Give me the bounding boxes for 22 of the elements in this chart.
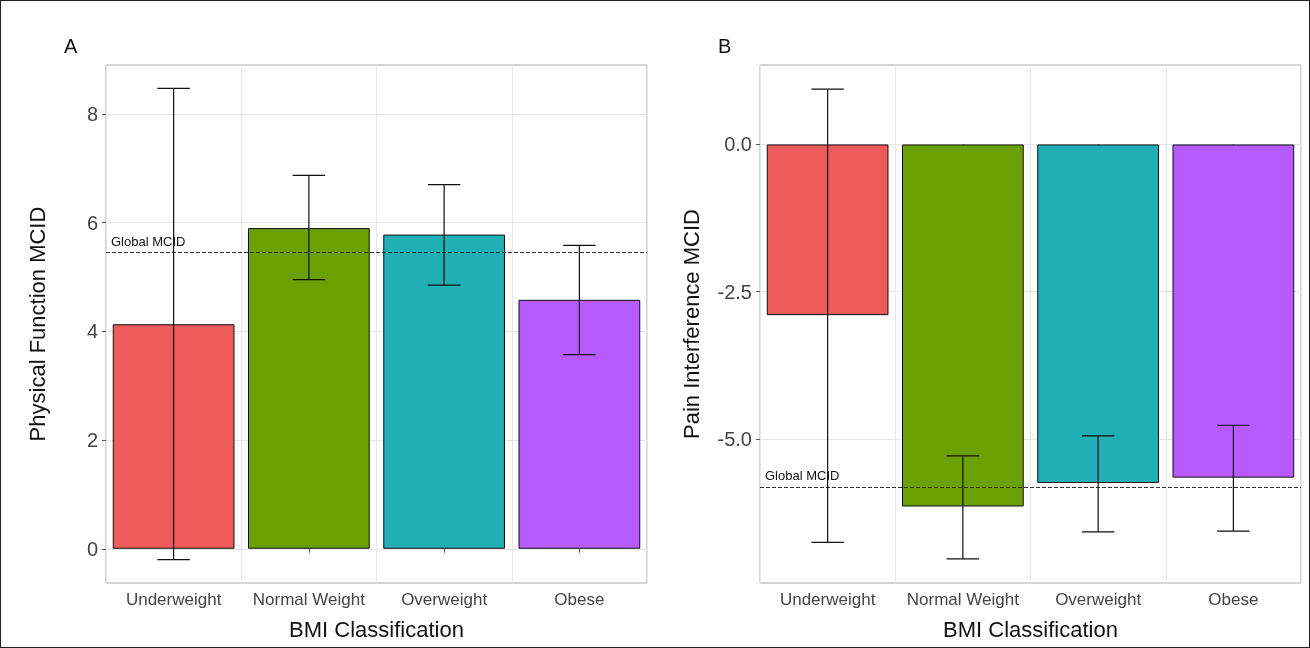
y-tick-label: 4	[86, 320, 98, 343]
y-tick-label: 0.0	[724, 133, 752, 156]
y-tick-label: 8	[86, 102, 98, 125]
y-tick-label: -5.0	[717, 427, 752, 450]
x-tick-label: Normal Weight	[906, 590, 1020, 609]
y-axis-title: Physical Function MCID	[24, 206, 50, 442]
x-axis-title: BMI Classification	[289, 616, 464, 642]
x-tick-label: Overweight	[1055, 590, 1142, 609]
y-tick-label: 2	[86, 429, 98, 452]
x-tick-label: Normal Weight	[252, 590, 366, 609]
y-tick-label: -2.5	[717, 280, 752, 303]
y-axis-title: Pain Interference MCID	[678, 209, 704, 439]
y-tick-label: 0	[86, 537, 98, 560]
chart-title: A	[64, 35, 78, 57]
y-tick-label: 6	[86, 211, 98, 234]
x-tick-label: Overweight	[401, 590, 488, 609]
chart-title: B	[718, 35, 732, 57]
x-tick-label: Underweight	[779, 590, 876, 609]
x-tick-label: Obese	[1208, 590, 1259, 609]
x-axis-title: BMI Classification	[943, 616, 1118, 642]
x-tick-label: Obese	[554, 590, 605, 609]
x-tick-label: Underweight	[125, 590, 222, 609]
